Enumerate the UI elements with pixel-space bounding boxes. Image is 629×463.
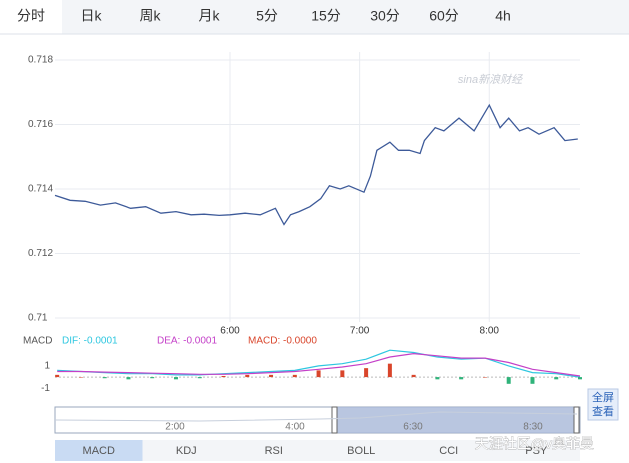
histogram-bar bbox=[126, 377, 131, 380]
histogram-bar bbox=[387, 363, 392, 378]
indicator-tab[interactable]: MACD bbox=[83, 445, 115, 457]
tab[interactable]: 日k bbox=[81, 8, 103, 24]
histogram-bar bbox=[578, 377, 582, 380]
navigator-handle[interactable] bbox=[331, 406, 338, 434]
active-tab bbox=[0, 0, 62, 34]
histogram-bar bbox=[530, 377, 535, 384]
indicator-tab[interactable]: CCI bbox=[439, 445, 458, 457]
histogram-bar bbox=[173, 377, 178, 380]
histogram-bar bbox=[459, 377, 464, 380]
histogram-bar bbox=[411, 374, 416, 378]
histogram-bar bbox=[292, 374, 297, 378]
indicator-bar bbox=[55, 440, 580, 461]
histogram-bar bbox=[78, 377, 83, 378]
tab[interactable]: 月k bbox=[199, 8, 221, 24]
histogram-bar bbox=[245, 374, 250, 378]
legend-entry: MACD: -0.0000 bbox=[248, 336, 317, 347]
navigator-label: 8:30 bbox=[523, 422, 543, 433]
y-tick-label: 1 bbox=[44, 361, 50, 372]
y-tick-label: 0.71 bbox=[28, 313, 48, 324]
navigator-label: 2:00 bbox=[165, 422, 185, 433]
legend-entry: DIF: -0.0001 bbox=[62, 336, 118, 347]
series-line bbox=[57, 352, 581, 377]
histogram-bar bbox=[340, 370, 345, 378]
y-tick-label: -1 bbox=[41, 383, 50, 394]
histogram-bar bbox=[506, 377, 511, 384]
tab[interactable]: 15分 bbox=[311, 8, 341, 24]
navigator-label: 4:00 bbox=[285, 422, 305, 433]
navigator-handle[interactable] bbox=[573, 406, 580, 434]
indicator-tab[interactable]: RSI bbox=[265, 445, 283, 457]
histogram-bar bbox=[482, 377, 487, 378]
series-line bbox=[57, 349, 581, 378]
x-tick-label: 7:00 bbox=[350, 326, 370, 337]
series-line bbox=[54, 103, 578, 226]
button-label: 全屏 bbox=[592, 390, 614, 404]
y-tick-label: 0.712 bbox=[28, 248, 53, 259]
histogram-bar bbox=[197, 377, 202, 379]
tab[interactable]: 4h bbox=[495, 8, 511, 24]
histogram-bar bbox=[364, 368, 369, 378]
legend-entry: DEA: -0.0001 bbox=[157, 336, 217, 347]
watermark: 天涯社区@v奥菲曼 bbox=[475, 436, 594, 452]
active-indicator-tab bbox=[55, 440, 143, 461]
fullscreen-button[interactable] bbox=[587, 388, 619, 421]
histogram-bar bbox=[150, 377, 155, 379]
histogram-bar bbox=[221, 375, 226, 378]
histogram-bar bbox=[316, 370, 321, 378]
tab[interactable]: 分时 bbox=[17, 8, 45, 24]
indicator-tab[interactable]: KDJ bbox=[176, 445, 197, 457]
tab[interactable]: 60分 bbox=[429, 8, 459, 24]
y-tick-label: 0.716 bbox=[28, 119, 53, 130]
tab[interactable]: 5分 bbox=[256, 8, 278, 24]
indicator-tab[interactable]: PSY bbox=[525, 445, 548, 457]
button-label: 查看 bbox=[592, 404, 614, 418]
tab[interactable]: 30分 bbox=[370, 8, 400, 24]
y-tick-label: 0.714 bbox=[28, 184, 53, 195]
navigator-label: 6:30 bbox=[403, 422, 423, 433]
histogram-bar bbox=[55, 374, 60, 378]
histogram-bar bbox=[102, 377, 107, 379]
x-tick-label: 6:00 bbox=[220, 326, 240, 337]
histogram-bar bbox=[269, 374, 274, 378]
navigator-line bbox=[54, 411, 578, 422]
watermark-logo: sina新浪财经 bbox=[458, 73, 523, 86]
histogram-bar bbox=[435, 377, 440, 380]
histogram-bar bbox=[554, 377, 559, 380]
tab-bar bbox=[0, 0, 629, 34]
y-tick-label: 0.718 bbox=[28, 55, 53, 66]
indicator-tab[interactable]: BOLL bbox=[347, 445, 375, 457]
navigator-selection[interactable] bbox=[335, 407, 577, 433]
tab[interactable]: 周k bbox=[140, 8, 162, 24]
panel-title: MACD bbox=[23, 336, 52, 347]
x-tick-label: 8:00 bbox=[480, 326, 500, 337]
